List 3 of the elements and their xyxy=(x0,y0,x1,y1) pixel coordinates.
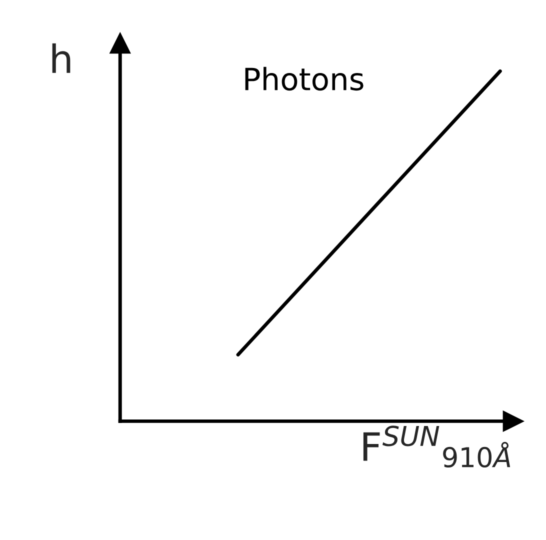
y-axis-title: h xyxy=(52,43,70,73)
text: Photons xyxy=(245,66,364,91)
x-axis-title: F$^{SUN}$$_{910Å}$ xyxy=(363,426,510,468)
